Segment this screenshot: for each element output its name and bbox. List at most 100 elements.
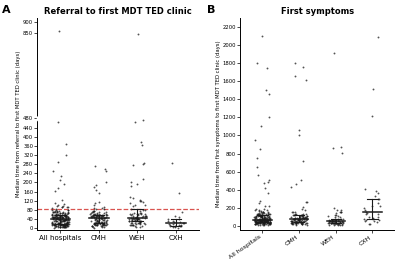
Point [330,146,337,150]
Point [51,213,58,217]
Point [90,226,97,230]
Point [254,173,261,177]
Point [97,221,103,225]
Point [91,203,97,207]
Point [137,221,143,226]
Point [258,219,264,223]
Point [260,210,266,214]
Point [53,224,60,228]
Title: First symptoms: First symptoms [281,7,354,16]
Point [332,221,339,225]
Point [90,212,97,216]
Point [93,182,99,187]
Point [126,219,132,224]
Point [254,218,261,223]
Point [261,221,268,226]
Point [62,225,68,230]
Point [52,212,59,216]
Point [261,218,267,223]
Point [65,208,71,212]
Point [335,219,342,223]
Point [100,213,106,217]
Point [331,51,337,55]
Point [176,219,183,224]
Point [369,204,376,208]
Point [90,209,96,213]
Point [298,178,304,182]
Point [49,220,56,224]
Point [266,220,273,224]
Point [337,222,344,227]
Point [262,203,268,208]
Point [292,221,298,225]
Point [330,219,337,223]
Point [140,162,146,166]
Y-axis label: Median time from first symptoms to first MDT TED clinic (days): Median time from first symptoms to first… [216,41,221,207]
Point [53,214,59,218]
Point [263,88,269,92]
Point [260,219,266,224]
Point [299,218,306,223]
Point [264,216,270,221]
Point [264,221,270,225]
Point [339,220,345,224]
Point [261,220,268,224]
Point [256,211,262,215]
Point [57,214,63,219]
Point [266,221,272,225]
Point [54,224,61,228]
Point [264,218,271,222]
Point [301,217,307,221]
Point [265,222,272,227]
Point [257,218,263,222]
Point [374,219,380,224]
Point [267,221,273,225]
Point [62,214,68,218]
Point [50,169,56,173]
Point [259,218,266,222]
Point [297,217,303,221]
Point [292,222,299,226]
Point [93,223,100,227]
Point [57,211,63,215]
Point [62,224,68,228]
Point [254,221,260,225]
Point [367,222,373,226]
Point [338,209,345,214]
Point [102,216,108,220]
Point [254,221,260,225]
Point [176,215,182,220]
Point [63,222,70,226]
Point [289,217,296,222]
Point [60,219,67,223]
Point [260,221,266,225]
Point [304,213,310,218]
Point [63,217,70,221]
Point [56,209,62,213]
Point [258,217,265,221]
Point [331,205,338,210]
Point [88,214,94,219]
Point [132,224,138,228]
Point [103,213,109,217]
Point [142,214,149,219]
Point [302,219,308,223]
Point [264,180,271,185]
Point [54,209,60,213]
Point [252,222,258,226]
Point [262,218,268,222]
Point [53,224,60,228]
Point [90,221,97,225]
Point [296,218,302,222]
Point [49,208,56,212]
Point [289,222,296,227]
Point [338,208,344,212]
Point [92,188,99,193]
Point [55,221,61,226]
Point [337,215,344,219]
Point [297,217,303,222]
Point [64,208,71,213]
Point [301,219,308,223]
Point [372,194,378,198]
Point [294,216,300,220]
